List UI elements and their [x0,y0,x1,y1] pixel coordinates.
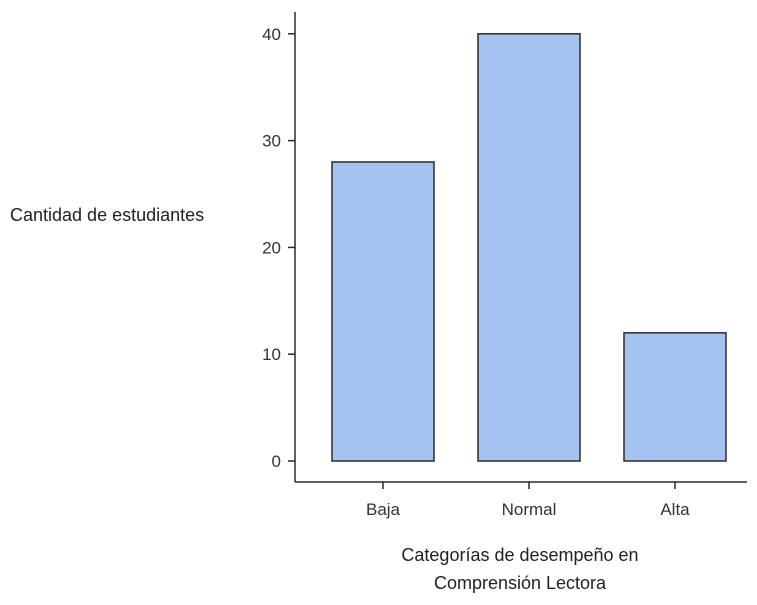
y-tick-label-10: 10 [262,345,281,364]
y-tick-label-40: 40 [262,25,281,44]
y-tick-label-30: 30 [262,132,281,151]
bar-baja [331,161,435,462]
y-axis-title: Cantidad de estudiantes [10,205,204,225]
x-axis-title-line-1: Categorías de desempeño en [401,545,638,565]
y-tick-label-20: 20 [262,238,281,257]
y-tick-label-0: 0 [272,452,281,471]
x-ticks: Baja Normal Alta [366,482,690,519]
x-tick-label-alta: Alta [660,500,690,519]
y-axis: 0 10 20 30 40 [262,12,296,482]
x-tick-label-baja: Baja [366,500,401,519]
bar-normal [477,33,581,462]
y-ticks: 0 10 20 30 40 [262,25,295,471]
bar-alta [623,332,727,462]
x-tick-label-normal: Normal [502,500,557,519]
x-axis: Baja Normal Alta [295,481,747,519]
bars-group [331,33,727,462]
x-axis-title-line-2: Comprensión Lectora [434,573,607,593]
